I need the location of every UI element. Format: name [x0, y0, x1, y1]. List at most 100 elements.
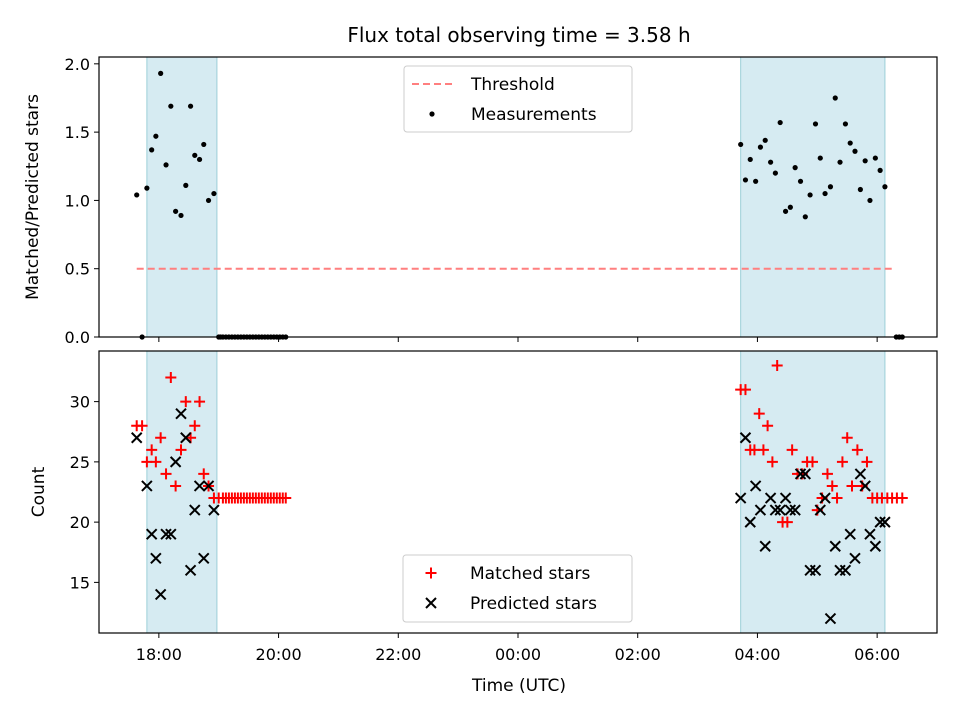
predicted-star-point: [879, 516, 891, 528]
predicted-star-point: [744, 516, 756, 528]
observing-window: [740, 350, 886, 634]
measurement-point: [742, 177, 749, 183]
predicted-star-point: [141, 480, 153, 492]
matched-star-point: [146, 444, 158, 456]
matched-star-point: [841, 432, 853, 444]
measurement-point: [857, 186, 863, 193]
count-marks: [131, 359, 908, 625]
y-tick-label: 0.0: [65, 328, 90, 347]
measurement-point: [787, 204, 793, 210]
predicted-star-point: [859, 480, 871, 492]
predicted-star-point: [208, 504, 220, 516]
predicted-star-point: [150, 552, 162, 564]
predicted-star-point: [819, 492, 831, 504]
measurement-point: [134, 192, 140, 198]
count-legend: Matched stars Predicted stars: [402, 554, 633, 623]
predicted-star-point: [154, 588, 167, 601]
measurement-point: [178, 212, 184, 219]
measurement-point: [144, 185, 150, 191]
y-tick-label: 30: [70, 393, 90, 412]
matched-star-point: [826, 480, 838, 492]
measurement-point: [807, 192, 813, 198]
legend-box: [402, 554, 633, 623]
chart-title: Flux total observing time = 3.58 h: [347, 23, 690, 47]
matched-star-point: [136, 420, 148, 432]
x-tick-label: 02:00: [615, 645, 661, 664]
predicted-star-point: [160, 528, 172, 540]
predicted-star-point: [829, 540, 841, 552]
measurement-point: [762, 137, 768, 143]
ratio-y-ticks: 0.0 0.5 1.0 1.5 2.0: [65, 55, 99, 347]
predicted-star-point: [131, 432, 143, 444]
matched-star-point: [771, 359, 783, 371]
measurement-point: [862, 158, 868, 164]
y-tick-label: 1.5: [65, 123, 90, 142]
measurement-point: [772, 170, 778, 176]
predicted-star-point: [145, 528, 158, 540]
measurement-point: [153, 133, 159, 139]
legend-entry-label: Matched stars: [470, 564, 590, 584]
measurement-point: [753, 178, 759, 184]
measurement-point: [211, 190, 217, 197]
predicted-star-point: [864, 528, 876, 540]
predicted-star-point: [779, 492, 792, 504]
measurement-point: [817, 155, 823, 161]
predicted-star-point: [754, 504, 767, 516]
predicted-star-point: [202, 480, 215, 492]
predicted-star-point: [184, 564, 197, 577]
legend-measurement-swatch: [429, 111, 435, 117]
legend-entry-label: Threshold: [470, 75, 555, 95]
x-tick-label: 18:00: [136, 645, 182, 664]
legend-predicted-swatch: [425, 597, 437, 609]
matched-star-point: [831, 492, 843, 504]
measurement-point: [149, 147, 155, 153]
predicted-star-point: [809, 564, 822, 577]
measurement-point: [158, 70, 164, 76]
measurement-point: [205, 197, 212, 204]
predicted-star-point: [189, 504, 201, 516]
ratio-panel: 0.0 0.5 1.0 1.5 2.0 Flux total observing tim…: [23, 23, 938, 347]
observing-window: [146, 56, 218, 338]
measurement-point: [792, 165, 798, 171]
predicted-star-point: [874, 516, 886, 528]
matched-star-point: [851, 444, 863, 456]
predicted-star-point: [784, 504, 797, 516]
count-y-axis-label: Count: [29, 466, 49, 517]
predicted-star-point: [849, 552, 861, 564]
measurement-point: [747, 156, 753, 163]
predicted-star-point: [180, 432, 192, 444]
measurement-point: [757, 144, 764, 150]
measurement-point: [802, 214, 808, 220]
measurement-point: [767, 159, 774, 165]
y-tick-label: 2.0: [65, 55, 90, 74]
x-tick-label: 00:00: [495, 645, 541, 664]
matched-star-point: [175, 444, 187, 456]
matched-star-point: [846, 480, 858, 492]
legend-entry-label: Predicted stars: [470, 594, 597, 614]
predicted-star-point: [764, 492, 777, 504]
x-tick-label: 22:00: [375, 645, 421, 664]
predicted-star-point: [169, 456, 182, 468]
measurement-point: [187, 103, 194, 109]
matched-star-point: [155, 432, 167, 444]
predicted-star-point: [789, 504, 801, 516]
matched-star-point: [821, 468, 833, 480]
measurement-point: [822, 190, 828, 197]
matched-star-point: [160, 468, 172, 480]
predicted-star-point: [198, 552, 210, 564]
measurement-point: [797, 178, 804, 184]
measurement-point: [882, 184, 888, 190]
measurement-point: [183, 182, 189, 188]
predicted-star-point: [774, 504, 786, 516]
measurement-point: [201, 141, 207, 148]
predicted-star-point: [759, 540, 771, 552]
predicted-star-point: [839, 564, 852, 577]
matched-star-point: [194, 396, 206, 408]
predicted-star-point: [739, 432, 752, 444]
measurement-point: [777, 119, 783, 126]
legend-entry-label: Measurements: [471, 105, 597, 125]
measurement-point: [168, 103, 174, 109]
observing-windows-bottom: [146, 350, 886, 634]
measurement-point: [782, 208, 789, 214]
